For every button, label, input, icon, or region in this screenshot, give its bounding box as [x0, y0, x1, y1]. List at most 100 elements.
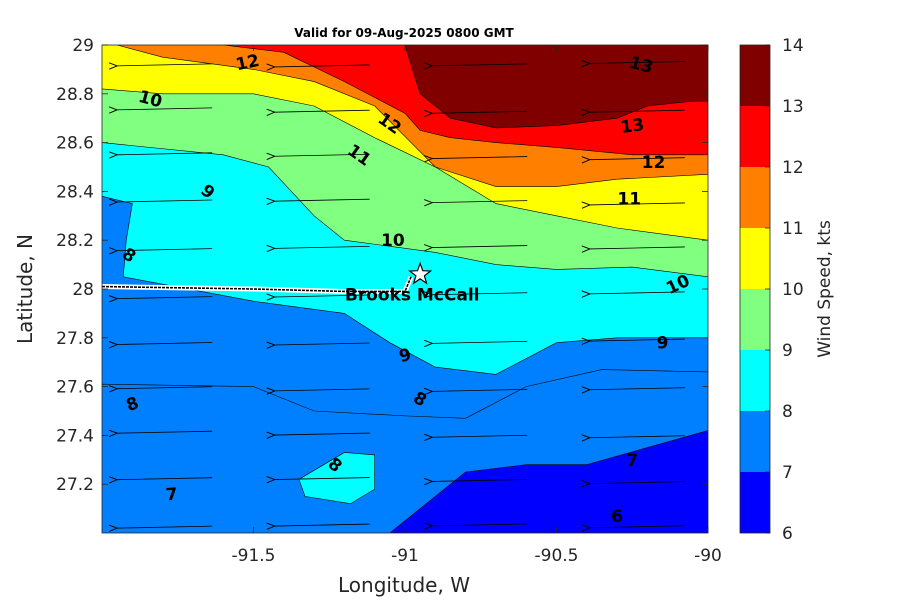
wind-arrow: [581, 480, 685, 488]
wind-arrow: [581, 245, 685, 253]
colorbar-tick-label: 11: [782, 219, 804, 239]
y-tick-label: 28.2: [56, 231, 94, 251]
contour-label: 12: [234, 51, 261, 75]
colorbar-tick-label: 13: [782, 97, 804, 117]
x-axis-label: Longitude, W: [338, 573, 470, 597]
x-tick-label: -91: [391, 546, 419, 566]
chart-title: Valid for 09-Aug-2025 0800 GMT: [294, 26, 514, 40]
colorbar-swatch: [740, 411, 770, 472]
wind-arrow: [108, 62, 213, 70]
wind-arrow: [581, 434, 685, 442]
colorbar-tick-label: 10: [782, 280, 804, 300]
colorbar: 6 7 8 9 10 11 12 13 14: [739, 36, 804, 544]
colorbar-swatch: [740, 472, 770, 533]
wind-arrow: [581, 108, 685, 116]
colorbar-swatch: [740, 350, 770, 411]
wind-arrow: [108, 295, 213, 303]
colorbar-swatch: [740, 167, 770, 228]
wind-arrow: [424, 109, 528, 118]
y-tick-label: 28: [72, 280, 94, 300]
colorbar-tick-label: 6: [782, 524, 793, 544]
contour-line-6: [389, 430, 708, 533]
wind-arrow: [266, 387, 370, 395]
wind-arrow: [581, 290, 685, 298]
y-tick-label: 28.8: [56, 85, 94, 105]
wind-arrow: [266, 108, 370, 117]
y-tick-label: 28.6: [56, 134, 94, 154]
wind-arrow: [424, 155, 528, 163]
wind-arrow: [581, 60, 685, 68]
contour-label: 7: [626, 451, 638, 471]
colorbar-tick-label: 9: [782, 341, 793, 361]
wind-arrow: [266, 341, 370, 349]
wind-arrow: [581, 337, 685, 345]
colorbar-tick-label: 8: [782, 402, 793, 422]
wind-arrow: [108, 476, 213, 484]
contour-line-8: [102, 195, 708, 375]
wind-arrow: [424, 339, 528, 348]
colorbar-tick-label: 12: [782, 158, 804, 178]
contour-label: 11: [617, 190, 641, 210]
wind-arrow: [581, 386, 685, 394]
wind-arrow: [424, 477, 528, 486]
colorbar-tick-label: 7: [782, 463, 793, 483]
wind-arrow: [108, 247, 213, 255]
contour-label: 6: [611, 507, 623, 527]
wind-arrows: [108, 60, 685, 532]
contour-line-9: [102, 142, 708, 278]
contour-label: 7: [165, 484, 179, 505]
x-tick-label: -90.5: [535, 546, 579, 566]
contour-label: 9: [657, 334, 669, 354]
y-tick-label: 27.6: [56, 378, 94, 398]
colorbar-swatch: [740, 45, 770, 106]
station-label: Brooks McCall: [345, 285, 480, 305]
wind-arrow: [424, 387, 528, 396]
wind-arrow: [266, 244, 370, 253]
wind-arrow: [424, 244, 528, 252]
wind-arrow: [581, 156, 685, 164]
wind-arrow: [424, 291, 528, 299]
wind-arrow: [424, 433, 528, 442]
vessel-track: [102, 276, 412, 293]
contour-label: 9: [397, 345, 414, 367]
contour-line-7: [102, 369, 708, 419]
contour-band-6: [389, 430, 708, 533]
contour-label: 13: [619, 115, 645, 138]
contour-label: 12: [642, 153, 666, 173]
wind-arrow: [581, 201, 685, 209]
y-tick-label: 28.4: [56, 182, 94, 202]
y-tick-label: 27.4: [56, 426, 94, 446]
wind-arrow: [108, 151, 213, 159]
y-tick-label: 27.8: [56, 329, 94, 349]
colorbar-swatch: [740, 289, 770, 350]
contour-line-11: [117, 45, 708, 187]
colorbar-tick-label: 14: [782, 36, 804, 56]
contour-line-10: [102, 88, 708, 241]
colorbar-swatch: [740, 228, 770, 289]
wind-arrow: [266, 293, 370, 301]
wind-arrow: [108, 429, 213, 437]
wind-arrow: [266, 197, 370, 205]
colorbar-label: Wind Speed, kts: [815, 220, 835, 358]
wind-arrow: [108, 198, 213, 206]
contour-label: 10: [381, 231, 405, 251]
axes: -91.5 -91 -90.5 -90 27.2 27.4 27.6 27.8 28 28.2 28…: [56, 36, 722, 566]
contour-line-12: [223, 45, 708, 156]
wind-arrow: [266, 431, 370, 439]
wind-arrow: [108, 385, 213, 393]
y-axis-label: Latitude, N: [13, 234, 37, 344]
station-marker-star: [408, 261, 433, 285]
wind-arrow: [108, 106, 213, 114]
wind-arrow: [424, 62, 528, 70]
y-tick-label: 29: [72, 36, 94, 56]
colorbar-swatch: [740, 106, 770, 167]
wind-arrow: [266, 476, 370, 484]
wind-arrow: [424, 199, 528, 207]
x-tick-label: -91.5: [232, 546, 276, 566]
contour-band-13: [405, 45, 708, 128]
wind-arrow: [424, 522, 528, 530]
x-tick-label: -90: [694, 546, 722, 566]
wind-arrow: [108, 341, 213, 349]
